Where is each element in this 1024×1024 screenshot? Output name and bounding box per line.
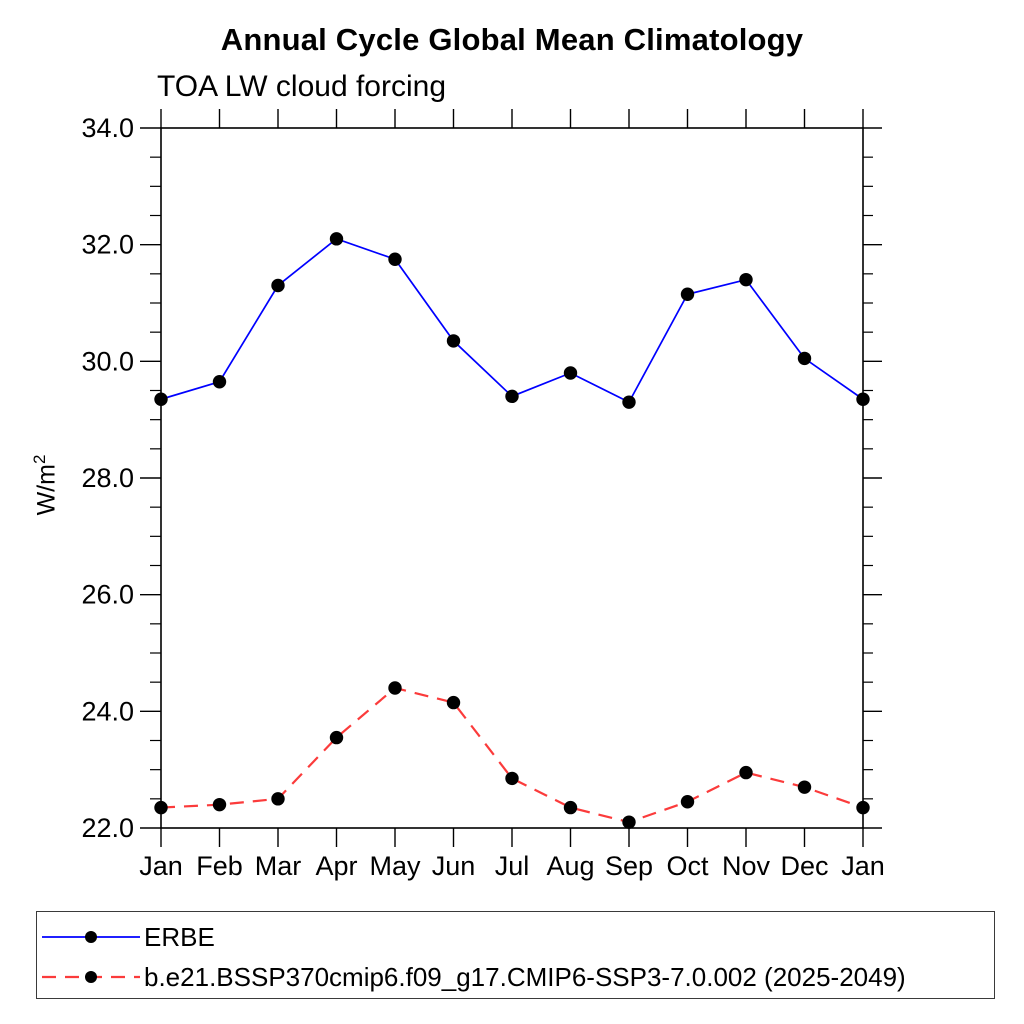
y-tick-label: 28.0 [81, 463, 134, 493]
x-tick-label: Sep [605, 851, 653, 881]
data-point-marker [622, 815, 636, 829]
y-tick-label: 32.0 [81, 230, 134, 260]
data-point-marker [154, 392, 168, 406]
data-point-marker [739, 765, 753, 780]
legend-line-sample [42, 931, 140, 943]
data-point-marker [739, 272, 753, 287]
data-point-marker [271, 792, 285, 806]
data-point-marker [446, 695, 461, 710]
plot-frame [160, 127, 864, 829]
legend-marker-dot [85, 931, 97, 943]
chart-subtitle: TOA LW cloud forcing [157, 70, 447, 103]
legend-line-sample [42, 971, 140, 983]
data-point-marker [212, 797, 227, 812]
data-point-marker [563, 366, 578, 380]
legend-marker-dot [85, 971, 97, 983]
data-point-marker [622, 395, 636, 409]
x-tick-label: Apr [315, 851, 357, 881]
data-point-marker [212, 375, 227, 389]
legend-item: b.e21.BSSP370cmip6.f09_g17.CMIP6-SSP3-7.… [37, 957, 994, 997]
y-tick-label: 26.0 [81, 580, 134, 610]
data-point-marker [797, 780, 812, 794]
y-tick-label: 30.0 [81, 346, 134, 376]
x-tick-label: Jan [139, 851, 183, 881]
data-point-marker [388, 252, 402, 266]
series-line-model [160, 686, 864, 824]
data-point-marker [154, 800, 168, 815]
data-point-marker [680, 795, 695, 809]
chart-title: Annual Cycle Global Mean Climatology [220, 22, 804, 57]
x-tick-label: Mar [255, 851, 302, 881]
y-tick-label: 22.0 [81, 813, 134, 843]
x-tick-label: Feb [196, 851, 243, 881]
legend-label: ERBE [144, 921, 215, 952]
x-tick-label: Aug [546, 851, 594, 881]
y-tick-label: 24.0 [81, 696, 134, 726]
data-point-marker [797, 351, 812, 366]
data-point-marker [856, 392, 870, 406]
data-point-marker [856, 800, 870, 815]
legend-label: b.e21.BSSP370cmip6.f09_g17.CMIP6-SSP3-7.… [144, 961, 906, 992]
data-point-marker [388, 681, 402, 695]
x-tick-label: Jan [841, 851, 885, 881]
legend: ERBE b.e21.BSSP370cmip6.f09_g17.CMIP6-SSP… [36, 911, 995, 999]
data-point-marker [329, 232, 344, 246]
data-point-marker [329, 730, 344, 745]
data-point-marker [505, 771, 519, 786]
legend-item: ERBE [37, 917, 994, 957]
data-point-marker [446, 334, 461, 348]
data-point-marker [563, 800, 578, 815]
data-point-marker [271, 278, 285, 293]
series-line-erbe [160, 237, 864, 404]
x-tick-label: Jun [432, 851, 476, 881]
x-tick-label: Jul [495, 851, 530, 881]
x-tick-label: Nov [722, 851, 771, 881]
x-tick-label: Dec [780, 851, 828, 881]
x-tick-label: May [369, 851, 421, 881]
x-tick-label: Oct [666, 851, 709, 881]
y-tick-label: 34.0 [81, 113, 134, 143]
data-point-marker [505, 389, 519, 404]
data-point-marker [680, 287, 695, 301]
